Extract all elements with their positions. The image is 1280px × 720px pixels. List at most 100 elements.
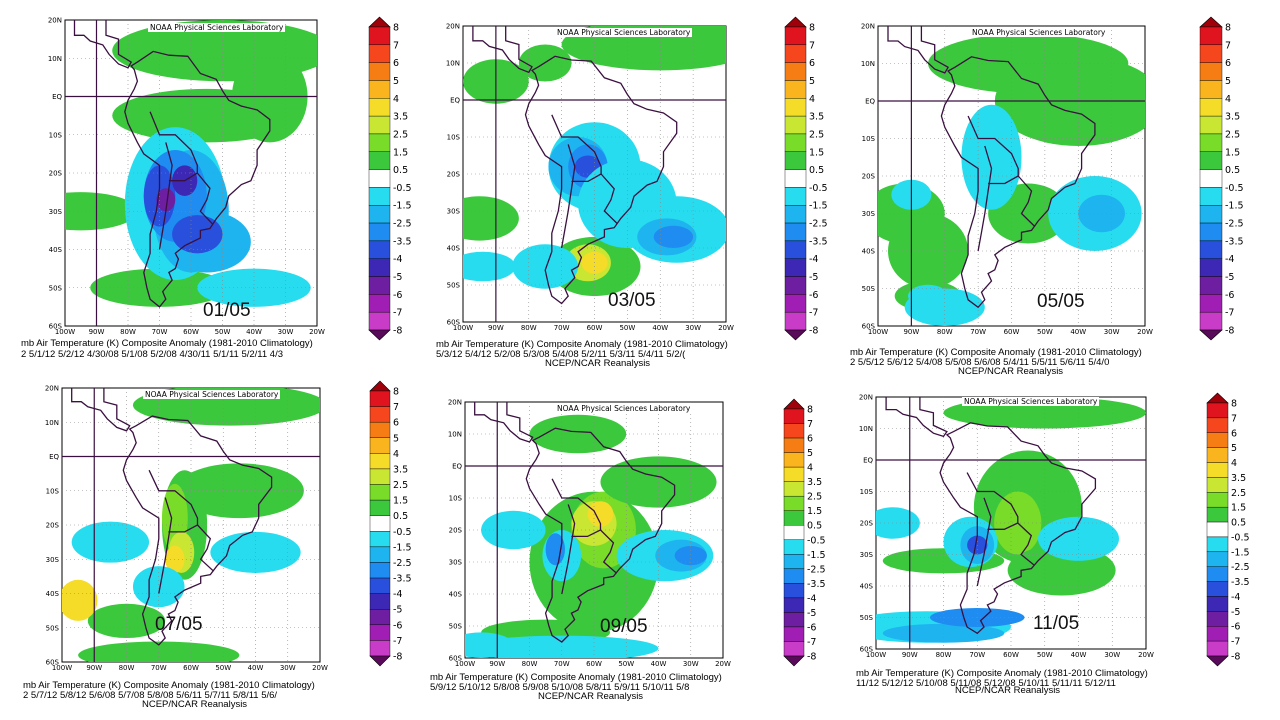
anomaly-contour: [512, 244, 579, 289]
colorbar-label: 0.5: [807, 521, 822, 532]
anomaly-contour: [674, 546, 707, 566]
caption-dates: 5/3/12 5/4/12 5/2/08 5/3/08 5/4/08 5/2/1…: [436, 349, 686, 360]
date-label: 07/05: [155, 614, 203, 635]
lon-tick-label: 80W: [120, 328, 136, 336]
anomaly-contour: [1038, 516, 1119, 561]
colorbar-label: 7: [809, 40, 815, 51]
colorbar: 8 7 6 5 4 3.5 2.5 1.5 0.5 -0.5 -1.5 -2.5 -3.5 -4 -5 -6 -…: [369, 380, 412, 667]
colorbar-label: 4: [393, 449, 399, 460]
caption-title: mb Air Temperature (K) Composite Anomaly…: [436, 339, 728, 350]
lon-tick-label: 20W: [718, 324, 734, 332]
colorbar-swatch: [1206, 492, 1229, 508]
caption-dates: 2 5/5/12 5/6/12 5/4/08 5/5/08 5/6/08 5/4…: [850, 357, 1110, 368]
colorbar-swatch: [1206, 402, 1229, 419]
credit-label: NOAA Physical Sciences Laboratory: [555, 28, 693, 37]
lon-tick-label: 100W: [55, 328, 75, 336]
colorbar: 8 7 6 5 4 3.5 2.5 1.5 0.5 -0.5 -1.5 -2.5 -3.5 -4 -5 -6 -…: [784, 16, 828, 341]
colorbar-label: 2.5: [809, 129, 824, 140]
lat-tick-label: 10S: [862, 135, 876, 143]
lat-tick-label: 10S: [447, 134, 461, 142]
anomaly-contour: [908, 284, 949, 308]
colorbar-label: -6: [809, 290, 818, 301]
colorbar-label: 4: [807, 463, 813, 474]
colorbar-swatch: [1206, 536, 1229, 553]
colorbar-label: 1.5: [1231, 503, 1246, 514]
colorbar-label: -8: [809, 326, 818, 337]
lon-tick-label: 50W: [618, 660, 634, 668]
caption-dates: 5/9/12 5/10/12 5/8/08 5/9/08 5/10/08 5/8…: [430, 682, 690, 693]
lat-tick-label: 20N: [861, 23, 875, 31]
lon-tick-label: 90W: [902, 651, 918, 659]
lon-tick-label: 50W: [215, 328, 231, 336]
colorbar-label: -6: [393, 290, 402, 301]
lon-tick-label: 20W: [1137, 328, 1153, 336]
colorbar-swatch: [1206, 462, 1229, 478]
colorbar-label: -0.5: [393, 183, 412, 194]
lon-tick-label: 30W: [1104, 651, 1120, 659]
lat-tick-label: 40S: [860, 583, 874, 591]
colorbar-label: -2.5: [1231, 562, 1250, 573]
lat-tick-label: 20S: [862, 173, 876, 181]
colorbar-label: 6: [1225, 58, 1231, 69]
colorbar-label: 2.5: [393, 480, 408, 491]
colorbar-swatch: [1206, 611, 1229, 627]
coastline: [887, 26, 1096, 309]
source-label: NCEP/NCAR Reanalysis: [538, 691, 644, 702]
anomaly-contour: [545, 533, 565, 566]
lat-tick-label: 10N: [45, 419, 59, 427]
lon-tick-label: 80W: [521, 324, 537, 332]
colorbar-label: 7: [393, 402, 399, 413]
anomaly-contour: [561, 26, 726, 71]
lat-tick-label: 10N: [861, 60, 875, 68]
caption-title: mb Air Temperature (K) Composite Anomaly…: [21, 338, 313, 349]
coastline: [472, 26, 678, 305]
lon-tick-label: 30W: [683, 660, 699, 668]
colorbar-label: -3.5: [809, 236, 828, 247]
lat-tick-label: 30S: [49, 208, 63, 216]
anomaly-contour: [112, 20, 317, 82]
colorbar-label: 4: [1231, 458, 1237, 469]
lat-tick-label: 20S: [449, 527, 463, 535]
colorbar: 8 7 6 5 4 3.5 2.5 1.5 0.5 -0.5 -1.5 -2.5 -3.5 -4 -5 -6 -…: [783, 398, 826, 667]
anomaly-contour: [653, 225, 694, 248]
colorbar-label: 0.5: [393, 511, 408, 522]
date-label: 01/05: [203, 300, 251, 321]
lat-tick-label: 10S: [449, 495, 463, 503]
colorbar-label: -2.5: [809, 219, 828, 230]
caption-title: mb Air Temperature (K) Composite Anomaly…: [23, 680, 315, 691]
colorbar-label: 5: [393, 76, 399, 87]
colorbar-label: -8: [1225, 326, 1234, 337]
anomaly-contour: [90, 268, 229, 307]
colorbar-label: -3.5: [1225, 236, 1244, 247]
caption-dates: 11/12 5/12/12 5/10/08 5/11/08 5/12/08 5/…: [856, 678, 1116, 689]
lat-tick-label: 30S: [862, 210, 876, 218]
lat-tick-label: 50S: [862, 285, 876, 293]
credit-label: NOAA Physical Sciences Laboratory: [143, 390, 281, 399]
colorbar-label: -7: [809, 308, 818, 319]
lat-tick-label: 20S: [46, 522, 60, 530]
lat-tick-label: 20S: [447, 171, 461, 179]
colorbar-label: -3.5: [1231, 577, 1250, 588]
lat-tick-label: 50S: [49, 284, 63, 292]
lat-tick-label: 40S: [449, 591, 463, 599]
lat-tick-label: 50S: [860, 614, 874, 622]
lon-tick-label: 90W: [89, 328, 105, 336]
source-label: NCEP/NCAR Reanalysis: [142, 699, 248, 710]
caption-dates: 2 5/7/12 5/8/12 5/6/08 5/7/08 5/8/08 5/6…: [23, 690, 278, 701]
colorbar-bottom-arrow: [1199, 329, 1223, 341]
lat-tick-label: 20S: [860, 520, 874, 528]
lat-tick-label: 60S: [860, 646, 874, 654]
colorbar-label: 6: [807, 434, 813, 445]
lon-tick-label: 40W: [248, 664, 264, 672]
lon-tick-label: 60W: [183, 328, 199, 336]
lon-tick-label: 20W: [309, 328, 325, 336]
colorbar-label: 5: [809, 76, 815, 87]
lon-tick-label: 100W: [868, 328, 888, 336]
lon-tick-label: 70W: [151, 664, 167, 672]
colorbar-label: 3.5: [809, 112, 824, 123]
anomaly-contour: [876, 507, 920, 539]
lat-tick-label: 10S: [860, 488, 874, 496]
colorbar-label: 1.5: [809, 147, 824, 158]
